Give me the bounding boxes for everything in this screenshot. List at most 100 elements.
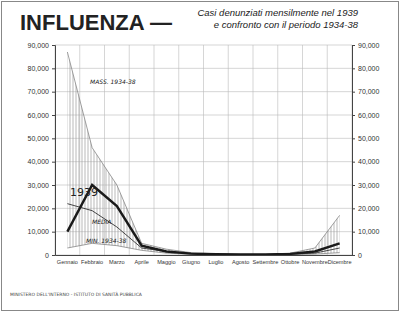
- axis-x: GennaioFebbraio Marzo Aprile Maggio Giugno Lu…: [56, 255, 353, 265]
- grid-line-x: [203, 45, 204, 255]
- grid-line-x: [178, 45, 179, 255]
- tick: 60,000: [352, 112, 380, 119]
- series-line: [67, 204, 339, 255]
- tick-label: Marzo: [109, 259, 125, 265]
- tick: Settembre: [252, 255, 278, 265]
- tick-label: 60,000: [28, 112, 50, 119]
- tick-label: 70,000: [28, 88, 50, 95]
- tick-mark: [52, 45, 55, 46]
- tick-mark: [52, 208, 55, 209]
- tick-label: 0: [45, 252, 49, 259]
- tick-label: 40,000: [358, 158, 380, 165]
- tick: 50,000: [28, 135, 55, 142]
- axis-line: [52, 46, 56, 256]
- tick-label: 80,000: [358, 65, 380, 72]
- tick-label: 50,000: [358, 135, 380, 142]
- tick: Maggio: [157, 255, 175, 265]
- grid-line-x: [253, 45, 254, 255]
- title: INFLUENZA —: [20, 10, 172, 35]
- subtitle: e confronto con il periodo 1934-38: [214, 19, 359, 30]
- tick: 20,000: [28, 205, 55, 212]
- tick-mark: [352, 115, 355, 116]
- tick-label: Settembre: [252, 259, 278, 265]
- tick-mark: [52, 162, 55, 163]
- tick: 40,000: [352, 158, 380, 165]
- series-label: 1939: [70, 186, 98, 199]
- tick: 80,000: [28, 65, 55, 72]
- tick-mark: [352, 68, 355, 69]
- tick-mark: [52, 232, 55, 233]
- tick-label: 60,000: [358, 112, 380, 119]
- tick-label: Luglio: [208, 259, 223, 265]
- tick-mark: [352, 162, 355, 163]
- subtitle: Casi denunziati mensilmente nel 1939: [197, 7, 358, 18]
- tick-label: Maggio: [157, 259, 175, 265]
- tick: Ottobre: [281, 255, 300, 265]
- tick-mark: [352, 92, 355, 93]
- tick: 10,000: [352, 228, 380, 235]
- tick: 30,000: [352, 182, 380, 189]
- tick-label: Giugno: [182, 259, 200, 265]
- tick-label: Novembre: [302, 259, 328, 265]
- axis-y-right: 0 10,000 20,000 30,000 40,000 50,000 60,000 70,…: [352, 42, 380, 259]
- tick-label: Febbraio: [81, 259, 103, 265]
- frame: [2, 2, 399, 311]
- tick-label: 70,000: [358, 88, 380, 95]
- tick-label: 20,000: [358, 205, 380, 212]
- tick: 20,000: [352, 205, 380, 212]
- tick-mark: [352, 208, 355, 209]
- tick-mark: [52, 255, 55, 256]
- footer: MINISTERO DELL'INTERNO - ISTITUTO DI SAN…: [10, 291, 143, 297]
- tick-mark: [352, 232, 355, 233]
- tick-label: 30,000: [358, 182, 380, 189]
- tick-mark: [52, 68, 55, 69]
- tick-mark: [52, 115, 55, 116]
- axis-line: [353, 46, 356, 256]
- tick: Gennaio: [57, 255, 78, 265]
- tick-label: 50,000: [28, 135, 50, 142]
- series-label: MIN. 1934-38: [86, 237, 127, 244]
- series-label: MEDIA: [92, 218, 111, 225]
- chart: INFLUENZA — Casi denunziati mensilmente n…: [0, 0, 400, 312]
- tick: 70,000: [28, 88, 55, 95]
- tick: 10,000: [28, 228, 55, 235]
- grid-line-x: [277, 45, 278, 255]
- tick: 40,000: [28, 158, 55, 165]
- tick: 0: [45, 252, 55, 259]
- axis-y-left: 0 10,000 20,000 30,000 40,000 50,000 60,000 70,…: [28, 42, 56, 259]
- tick: Luglio: [208, 255, 223, 265]
- tick: 50,000: [352, 135, 380, 142]
- tick-mark: [52, 138, 55, 139]
- tick-label: 20,000: [28, 205, 50, 212]
- tick: 90,000: [28, 42, 55, 49]
- tick-mark: [52, 92, 55, 93]
- tick-label: 40,000: [28, 158, 50, 165]
- tick-label: 0: [358, 252, 362, 259]
- tick-label: 80,000: [28, 65, 50, 72]
- tick-label: Gennaio: [57, 259, 78, 265]
- tick: 80,000: [352, 65, 380, 72]
- tick-label: 30,000: [28, 182, 50, 189]
- grid-line-x: [228, 45, 229, 255]
- tick: 30,000: [28, 182, 55, 189]
- tick: Febbraio: [81, 255, 103, 265]
- tick: 90,000: [352, 42, 380, 49]
- plot: [67, 52, 339, 255]
- grid: [55, 45, 352, 255]
- tick: 70,000: [352, 88, 380, 95]
- axis-line: [56, 255, 353, 256]
- series-label: MASS. 1934-38: [90, 78, 136, 85]
- tick: Marzo: [109, 255, 125, 265]
- tick-label: 10,000: [358, 228, 380, 235]
- tick: Aprile: [134, 255, 148, 265]
- tick-mark: [352, 138, 355, 139]
- tick: Giugno: [182, 255, 200, 265]
- tick-label: Aprile: [134, 259, 148, 265]
- tick-label: Agosto: [232, 259, 249, 265]
- grid-line-x: [302, 45, 303, 255]
- tick: Dicembre: [328, 255, 352, 265]
- tick-mark: [352, 45, 355, 46]
- grid-line-x: [327, 45, 328, 255]
- tick: 60,000: [28, 112, 55, 119]
- tick-mark: [52, 185, 55, 186]
